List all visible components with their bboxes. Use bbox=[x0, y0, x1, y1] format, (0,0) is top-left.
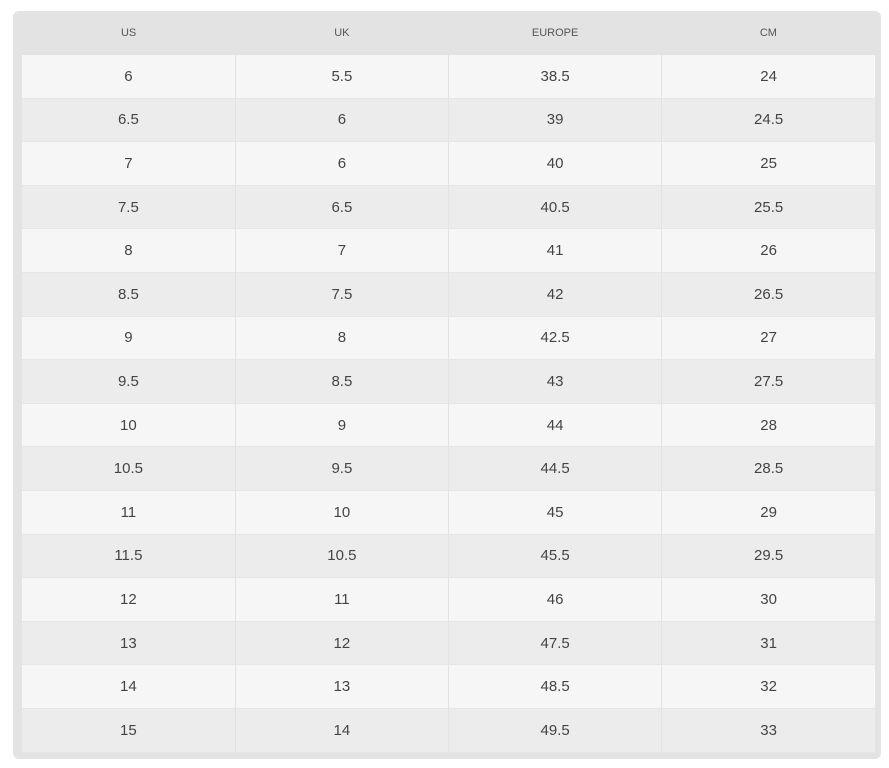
table-row: 6.5 6 39 24.5 bbox=[22, 98, 875, 143]
cell-europe: 40 bbox=[448, 141, 663, 186]
cell-us: 11 bbox=[22, 490, 236, 535]
cell-cm: 28.5 bbox=[661, 446, 875, 491]
cell-cm: 24.5 bbox=[661, 98, 875, 143]
cell-us: 9 bbox=[22, 316, 236, 361]
cell-uk: 6.5 bbox=[235, 185, 450, 230]
header-uk: UK bbox=[334, 27, 350, 39]
cell-europe: 45 bbox=[448, 490, 663, 535]
size-chart-table: US UK EUROPE CM 6 5.5 38.5 24 6.5 6 39 24.5 7 6 40… bbox=[22, 11, 875, 753]
table-row: 9.5 8.5 43 27.5 bbox=[22, 359, 875, 404]
cell-europe: 40.5 bbox=[448, 185, 663, 230]
cell-europe: 47.5 bbox=[448, 621, 663, 666]
cell-us: 8.5 bbox=[22, 272, 236, 317]
cell-europe: 48.5 bbox=[448, 664, 663, 709]
cell-cm: 25.5 bbox=[661, 185, 875, 230]
header-europe: EUROPE bbox=[531, 27, 579, 39]
cell-europe: 41 bbox=[448, 228, 663, 273]
table-body: 6 5.5 38.5 24 6.5 6 39 24.5 7 6 40 25 7.5 6.5 40.5 25.5… bbox=[22, 55, 875, 753]
table-row: 13 12 47.5 31 bbox=[22, 621, 875, 666]
cell-cm: 29 bbox=[661, 490, 875, 535]
table-row: 8.5 7.5 42 26.5 bbox=[22, 272, 875, 317]
cell-europe: 42.5 bbox=[448, 316, 663, 361]
cell-cm: 27 bbox=[661, 316, 875, 361]
cell-europe: 38.5 bbox=[448, 55, 663, 99]
table-row: 10 9 44 28 bbox=[22, 403, 875, 448]
table-row: 10.5 9.5 44.5 28.5 bbox=[22, 446, 875, 491]
cell-us: 10.5 bbox=[22, 446, 236, 491]
cell-uk: 13 bbox=[235, 664, 450, 709]
header-us: US bbox=[120, 27, 137, 39]
cell-cm: 28 bbox=[661, 403, 875, 448]
cell-uk: 8 bbox=[235, 316, 450, 361]
table-row: 6 5.5 38.5 24 bbox=[22, 55, 875, 99]
cell-cm: 30 bbox=[661, 577, 875, 622]
table-row: 14 13 48.5 32 bbox=[22, 664, 875, 709]
table-row: 11.5 10.5 45.5 29.5 bbox=[22, 534, 875, 579]
cell-uk: 9.5 bbox=[235, 446, 450, 491]
header-cm: CM bbox=[759, 27, 777, 39]
cell-us: 12 bbox=[22, 577, 236, 622]
cell-europe: 39 bbox=[448, 98, 663, 143]
cell-europe: 43 bbox=[448, 359, 663, 404]
table-row: 11 10 45 29 bbox=[22, 490, 875, 535]
cell-us: 11.5 bbox=[22, 534, 236, 579]
cell-cm: 26.5 bbox=[661, 272, 875, 317]
cell-uk: 8.5 bbox=[235, 359, 450, 404]
cell-cm: 27.5 bbox=[661, 359, 875, 404]
table-row: 12 11 46 30 bbox=[22, 577, 875, 622]
cell-cm: 32 bbox=[661, 664, 875, 709]
cell-uk: 11 bbox=[235, 577, 450, 622]
cell-us: 8 bbox=[22, 228, 236, 273]
cell-europe: 45.5 bbox=[448, 534, 663, 579]
size-chart-container: US UK EUROPE CM 6 5.5 38.5 24 6.5 6 39 24.5 7 6 40… bbox=[13, 11, 881, 759]
cell-us: 14 bbox=[22, 664, 236, 709]
cell-cm: 24 bbox=[661, 55, 875, 99]
cell-uk: 14 bbox=[235, 708, 450, 753]
cell-cm: 29.5 bbox=[661, 534, 875, 579]
cell-us: 7.5 bbox=[22, 185, 236, 230]
cell-us: 15 bbox=[22, 708, 236, 753]
cell-uk: 7 bbox=[235, 228, 450, 273]
table-row: 15 14 49.5 33 bbox=[22, 708, 875, 753]
cell-uk: 5.5 bbox=[235, 55, 450, 99]
cell-us: 6 bbox=[22, 55, 236, 99]
cell-europe: 44 bbox=[448, 403, 663, 448]
header-row: US UK EUROPE CM bbox=[22, 11, 875, 55]
cell-cm: 33 bbox=[661, 708, 875, 753]
cell-europe: 42 bbox=[448, 272, 663, 317]
cell-uk: 10.5 bbox=[235, 534, 450, 579]
cell-us: 6.5 bbox=[22, 98, 236, 143]
cell-uk: 10 bbox=[235, 490, 450, 535]
cell-europe: 49.5 bbox=[448, 708, 663, 753]
table-row: 7.5 6.5 40.5 25.5 bbox=[22, 185, 875, 230]
table-row: 7 6 40 25 bbox=[22, 141, 875, 186]
cell-uk: 6 bbox=[235, 141, 450, 186]
table-row: 8 7 41 26 bbox=[22, 228, 875, 273]
cell-uk: 9 bbox=[235, 403, 450, 448]
cell-us: 7 bbox=[22, 141, 236, 186]
cell-uk: 7.5 bbox=[235, 272, 450, 317]
cell-europe: 46 bbox=[448, 577, 663, 622]
cell-cm: 25 bbox=[661, 141, 875, 186]
cell-us: 10 bbox=[22, 403, 236, 448]
cell-us: 13 bbox=[22, 621, 236, 666]
cell-cm: 31 bbox=[661, 621, 875, 666]
table-row: 9 8 42.5 27 bbox=[22, 316, 875, 361]
cell-cm: 26 bbox=[661, 228, 875, 273]
cell-europe: 44.5 bbox=[448, 446, 663, 491]
cell-us: 9.5 bbox=[22, 359, 236, 404]
cell-uk: 6 bbox=[235, 98, 450, 143]
cell-uk: 12 bbox=[235, 621, 450, 666]
